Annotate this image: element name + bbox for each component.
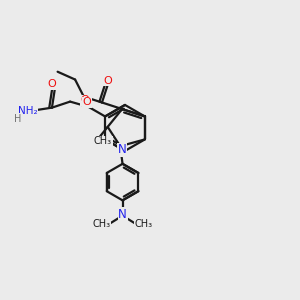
Text: N: N xyxy=(118,143,127,156)
Text: O: O xyxy=(103,76,112,86)
Text: CH₃: CH₃ xyxy=(93,219,111,229)
Text: CH₃: CH₃ xyxy=(134,219,152,229)
Text: H: H xyxy=(14,114,21,124)
Text: N: N xyxy=(118,208,127,221)
Text: CH₃: CH₃ xyxy=(94,136,112,146)
Text: NH₂: NH₂ xyxy=(18,106,37,116)
Text: O: O xyxy=(81,95,90,105)
Text: O: O xyxy=(48,79,56,89)
Text: O: O xyxy=(83,98,92,107)
